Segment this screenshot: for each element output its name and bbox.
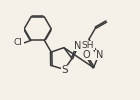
- Text: N: N: [74, 41, 82, 51]
- Text: Cl: Cl: [14, 38, 23, 47]
- Text: SH: SH: [82, 41, 94, 50]
- Text: N: N: [96, 50, 103, 60]
- Text: O: O: [83, 50, 91, 60]
- Text: S: S: [61, 65, 68, 75]
